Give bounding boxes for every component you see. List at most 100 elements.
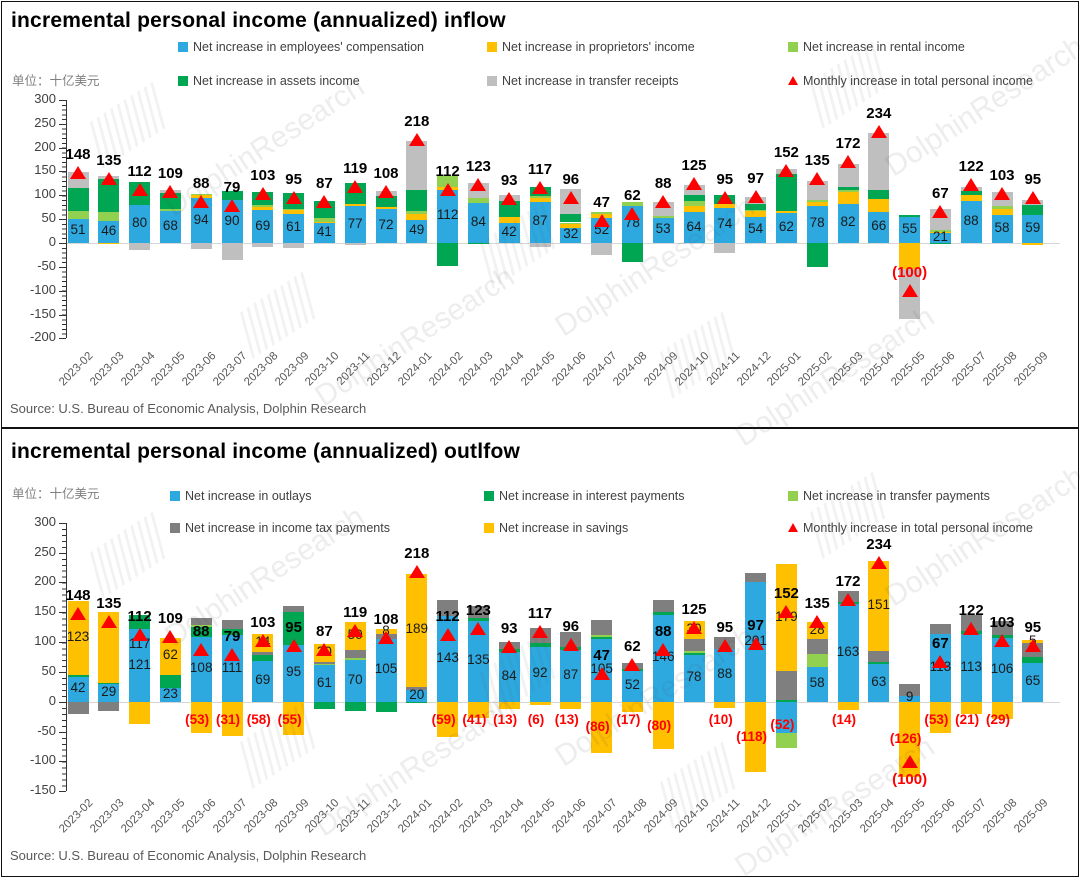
- total-value-label: 93: [500, 619, 518, 637]
- bar-segment-blue: [159, 210, 181, 243]
- total-value-label: 95: [1024, 618, 1042, 636]
- y-axis-line: [66, 100, 67, 339]
- bar-segment-lightgreen: [67, 210, 89, 219]
- monthly-total-marker-icon: [778, 164, 795, 178]
- bar-segment-gray_dark: [406, 686, 428, 690]
- bar-segment-green: [560, 214, 582, 223]
- y-axis-tick-label: -50: [37, 257, 56, 273]
- bar-value-label: 63: [871, 673, 887, 689]
- monthly-total-marker-icon: [224, 648, 240, 662]
- bar-value-label: 105: [374, 661, 398, 677]
- bar-value-label: 87: [563, 666, 579, 682]
- legend-label: Net increase in income tax payments: [185, 521, 390, 535]
- negative-value-label: (13): [554, 711, 579, 727]
- y-axis-tick-label: 300: [34, 90, 56, 106]
- bar-segment-green: [67, 188, 89, 211]
- total-value-label: 108: [373, 165, 399, 183]
- legend-item-red: Monthly increase in total personal incom…: [788, 521, 1033, 535]
- total-value-label: 135: [804, 594, 830, 612]
- bar-segment-blue: [252, 660, 274, 702]
- bar-segment-orange: [775, 210, 797, 214]
- bar-segment-orange: [960, 701, 982, 715]
- total-value-label: 95: [716, 171, 734, 189]
- bar-segment-gray_dark: [991, 621, 1013, 635]
- negative-value-label: (58): [246, 711, 271, 727]
- total-value-label: 88: [192, 174, 210, 192]
- y-axis-tick-label: 250: [34, 114, 56, 130]
- bar-segment-green: [621, 243, 643, 263]
- total-value-label: 93: [500, 172, 518, 190]
- negative-value-label: (14): [831, 711, 856, 727]
- monthly-total-marker-icon: [224, 198, 240, 212]
- bar-segment-gray_dark: [652, 600, 674, 613]
- bar-value-label: 65: [1025, 673, 1041, 689]
- savings-value-label: 123: [66, 629, 90, 645]
- y-axis-minor-ticks: [62, 522, 66, 792]
- monthly-total-marker-icon: [994, 187, 1010, 201]
- bar-segment-lightgreen: [683, 201, 705, 206]
- savings-value-label: 8: [382, 622, 390, 638]
- y-axis-tick-label: 50: [41, 210, 56, 226]
- negative-value-label: (118): [736, 728, 767, 744]
- total-value-label: 97: [747, 617, 764, 635]
- legend-label: Net increase in outlays: [185, 489, 312, 503]
- y-axis-tick-label: -50: [37, 722, 56, 738]
- total-value-label: 96: [562, 170, 580, 188]
- bar-segment-blue: [344, 206, 366, 243]
- outflow-chart-title: incremental personal income (annualized)…: [11, 440, 521, 463]
- negative-value-label: (13): [493, 711, 518, 727]
- total-value-label: 88: [654, 622, 672, 640]
- bar-segment-green: [375, 196, 397, 208]
- bar-segment-lightgreen: [406, 210, 428, 215]
- bar-segment-lightgreen: [621, 202, 643, 206]
- bar-segment-orange: [313, 221, 335, 224]
- monthly-total-marker-icon: [285, 638, 302, 652]
- bar-segment-lightgreen: [775, 732, 797, 748]
- bar-segment-blue: [313, 665, 335, 702]
- bar-segment-orange: [652, 701, 674, 750]
- bar-segment-gray_dark: [190, 618, 212, 626]
- bar-segment-blue: [929, 232, 951, 243]
- bar-segment-orange: [621, 701, 643, 712]
- bar-value-label: 58: [994, 220, 1010, 236]
- total-value-label: 119: [343, 159, 368, 177]
- bar-segment-orange: [98, 611, 120, 684]
- bar-segment-orange: [806, 202, 828, 206]
- monthly-total-marker-icon: [963, 622, 980, 636]
- bar-segment-green: [837, 187, 859, 190]
- bar-segment-gray_light: [683, 184, 705, 196]
- bar-value-label: 80: [132, 214, 148, 230]
- bar-segment-gray_dark: [899, 684, 921, 697]
- bar-value-label: 84: [501, 667, 517, 683]
- negative-value-label: (126): [889, 731, 922, 747]
- bar-segment-gray_light: [406, 140, 428, 190]
- total-value-label: 234: [866, 104, 892, 122]
- bar-segment-lightgreen: [190, 625, 212, 628]
- monthly-total-marker-icon: [162, 184, 179, 198]
- y-axis-tick-label: 100: [34, 633, 56, 649]
- bar-segment-orange: [159, 637, 181, 675]
- bar-segment-blue: [899, 216, 921, 243]
- y-axis-tick-label: 150: [34, 162, 56, 178]
- bar-segment-blue: [344, 659, 366, 702]
- bar-segment-blue: [190, 198, 212, 243]
- total-value-label: 109: [157, 610, 183, 628]
- legend-square-icon: [487, 42, 497, 52]
- total-value-label: 62: [624, 638, 641, 656]
- bar-value-label: 106: [990, 661, 1014, 677]
- bar-segment-blue: [775, 213, 797, 243]
- bar-segment-orange: [745, 701, 767, 773]
- bar-value-label: 94: [193, 211, 209, 227]
- y-axis-major-tick: [59, 612, 66, 614]
- monthly-total-marker-icon: [686, 176, 702, 190]
- total-value-label: 97: [747, 170, 764, 188]
- monthly-total-marker-icon: [408, 565, 425, 579]
- bar-value-label: 88: [963, 213, 979, 229]
- bar-value-label: 64: [686, 218, 702, 234]
- monthly-total-marker-icon: [470, 177, 487, 191]
- bar-value-label: 23: [162, 685, 178, 701]
- inflow-unit-label: 单位：十亿美元: [12, 74, 100, 88]
- bar-segment-green: [159, 674, 181, 688]
- bar-segment-orange: [406, 214, 428, 220]
